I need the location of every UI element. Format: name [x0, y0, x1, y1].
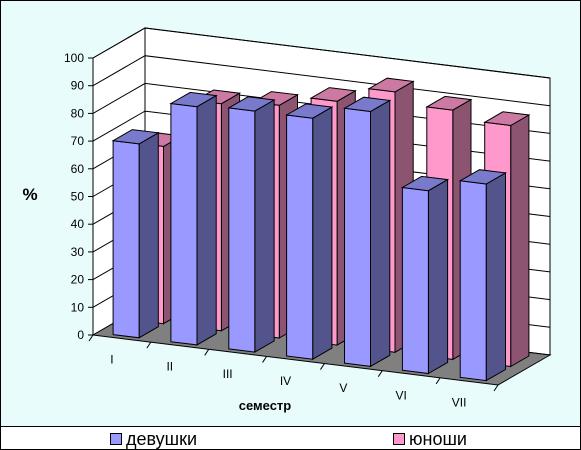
y-tick-label-3: 30	[71, 245, 85, 259]
bar-s1-VII-top	[458, 169, 508, 185]
x-tick-label-I: I	[110, 353, 113, 367]
bar-s1-III-side	[254, 99, 275, 353]
bar-s1-V-top	[342, 96, 392, 113]
x-tick-mark-1	[146, 341, 152, 349]
x-tick-mark-0	[88, 334, 94, 342]
bar-s1-II-top	[169, 91, 218, 108]
y-tick-label-1: 10	[71, 300, 85, 314]
y-tick-label-0: 0	[77, 328, 84, 342]
bar-s2-V-top	[367, 77, 415, 93]
y-tick-label-7: 70	[71, 134, 85, 148]
x-tick-label-III: III	[223, 367, 233, 381]
bar-s1-VII-side	[485, 172, 506, 382]
bar-s1-II-side	[196, 94, 217, 346]
bar-s2-VII-side	[510, 114, 530, 368]
x-tick-mark-7	[493, 384, 499, 392]
bar-s1-V	[344, 107, 371, 367]
x-tick-mark-3	[262, 356, 267, 363]
gridline-10	[92, 27, 551, 79]
x-tick-label-IV: IV	[280, 374, 291, 388]
y-tick-label-8: 80	[71, 106, 85, 120]
legend-swatch-series-1	[110, 433, 122, 445]
y-tick-label-2: 20	[71, 273, 85, 287]
bar-s2-VII-top	[483, 111, 531, 127]
x-tick-label-II: II	[166, 360, 173, 374]
bar-s1-VI	[401, 186, 429, 375]
bar-s1-IV	[286, 114, 314, 360]
bar-s1-I-side	[138, 131, 159, 339]
y-tick-label-4: 40	[71, 217, 85, 231]
bar-s1-III-top	[227, 96, 276, 112]
y-axis-label: %	[22, 185, 37, 204]
bar-s1-VI-side	[427, 178, 449, 375]
x-tick-label-VI: VI	[396, 388, 407, 402]
y-tick-label-10: 100	[64, 51, 84, 65]
x-axis-label: семестр	[239, 398, 292, 413]
x-tick-mark-2	[204, 349, 210, 356]
legend-item-series-2: юноши	[393, 428, 467, 449]
bar-s1-VI-top	[400, 175, 450, 192]
gridline-9	[92, 55, 551, 107]
x-tick-mark-5	[377, 370, 383, 377]
x-tick-label-V: V	[339, 381, 347, 395]
gridline-7	[92, 110, 551, 162]
legend-swatch-series-2	[393, 433, 405, 445]
x-tick-label-VII: VII	[452, 395, 467, 409]
x-tick-mark-6	[435, 377, 441, 385]
gridline-8	[92, 82, 551, 134]
y-tick-label-5: 50	[71, 190, 85, 204]
legend-item-series-1: девушки	[110, 428, 198, 449]
bar-s1-I-top	[111, 129, 160, 145]
legend-label-series-2: юноши	[409, 428, 467, 449]
bar-s1-I	[112, 140, 140, 339]
y-tick-label-6: 60	[71, 162, 85, 176]
bar-s1-VII	[459, 180, 487, 382]
bar-s1-IV-side	[312, 106, 333, 361]
bar-s1-V-side	[370, 99, 391, 368]
bar-s1-II	[170, 102, 198, 346]
bar-s2-IV-top	[309, 87, 357, 102]
bar-s2-VI-top	[425, 95, 473, 111]
legend: девушки юноши	[0, 427, 581, 450]
bar-s1-III	[228, 107, 256, 353]
x-tick-mark-4	[320, 363, 325, 370]
legend-label-series-1: девушки	[126, 428, 198, 449]
bar-s1-IV-top	[285, 103, 334, 119]
y-tick-label-9: 90	[71, 79, 85, 93]
